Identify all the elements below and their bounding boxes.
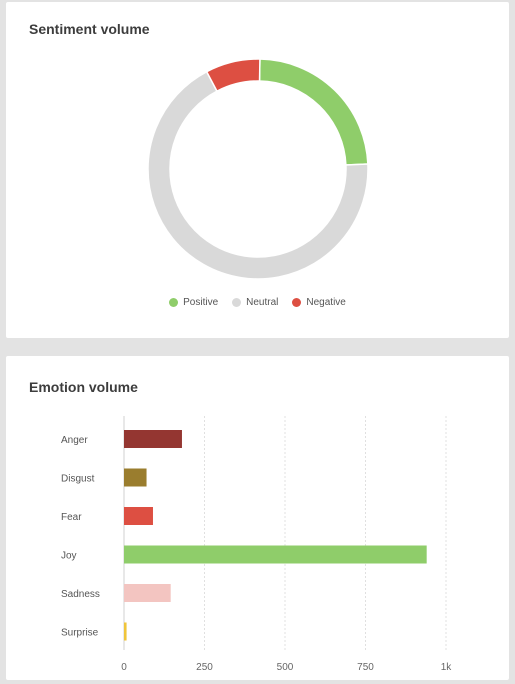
- emotion-title: Emotion volume: [29, 379, 138, 395]
- legend-label: Neutral: [246, 297, 279, 308]
- sentiment-legend: Positive Neutral Negative: [6, 297, 509, 308]
- donut-slice-neutral[interactable]: [147, 70, 369, 280]
- legend-dot-icon: [232, 298, 242, 307]
- bar-anger[interactable]: [124, 430, 182, 448]
- bar-sadness[interactable]: [124, 584, 171, 602]
- category-label-surprise: Surprise: [61, 628, 99, 639]
- legend-item-positive[interactable]: Positive: [169, 297, 218, 308]
- bar-disgust[interactable]: [124, 468, 147, 487]
- category-label-joy: Joy: [61, 551, 77, 562]
- sentiment-card: Sentiment volume Positive Neutral Negative: [6, 2, 509, 338]
- category-label-sadness: Sadness: [61, 589, 100, 600]
- legend-item-neutral[interactable]: Neutral: [232, 297, 278, 308]
- sentiment-donut-chart: [147, 58, 369, 280]
- x-tick-label: 0: [121, 662, 127, 673]
- bar-surprise[interactable]: [124, 622, 127, 641]
- donut-slice-positive[interactable]: [258, 58, 369, 166]
- x-tick-label: 500: [277, 662, 294, 673]
- category-label-anger: Anger: [61, 435, 88, 446]
- donut-slice-negative[interactable]: [205, 58, 261, 93]
- category-label-disgust: Disgust: [61, 474, 95, 485]
- emotion-card: Emotion volume 0 250 500 750 1k Anger Disgust F…: [6, 356, 509, 680]
- category-label-fear: Fear: [61, 512, 82, 523]
- emotion-bar-chart: 0 250 500 750 1k Anger Disgust Fear Joy Sadness Su…: [61, 416, 453, 673]
- legend-label: Negative: [306, 297, 346, 308]
- bar-fear[interactable]: [124, 507, 153, 525]
- sentiment-title: Sentiment volume: [29, 21, 150, 37]
- bar-joy[interactable]: [124, 545, 427, 564]
- legend-item-negative[interactable]: Negative: [292, 297, 346, 308]
- x-tick-label: 250: [196, 662, 213, 673]
- legend-label: Positive: [183, 297, 219, 308]
- legend-dot-icon: [169, 298, 179, 307]
- legend-dot-icon: [292, 298, 302, 307]
- x-tick-label: 1k: [441, 662, 453, 673]
- x-tick-label: 750: [357, 662, 374, 673]
